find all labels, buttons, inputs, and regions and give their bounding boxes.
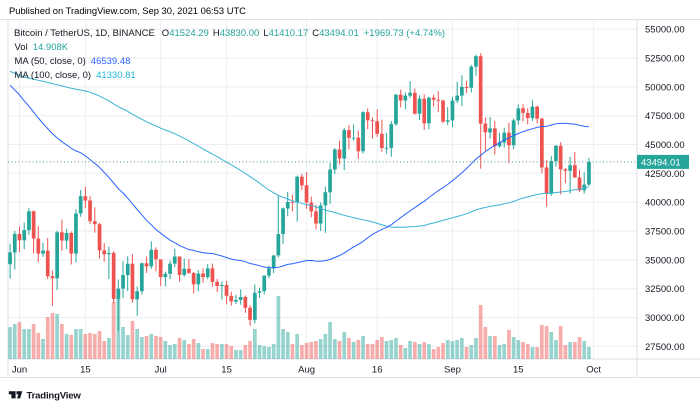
svg-text:Sep: Sep bbox=[444, 365, 461, 376]
svg-text:MA (100, close, 0)41330.81: MA (100, close, 0) 41330.81 bbox=[15, 70, 136, 81]
svg-text:55000.00: 55000.00 bbox=[645, 25, 685, 36]
svg-text:43494.01: 43494.01 bbox=[641, 157, 681, 168]
svg-text:15: 15 bbox=[221, 365, 232, 376]
svg-text:Aug: Aug bbox=[298, 365, 315, 376]
svg-text:Bitcoin / TetherUS, 1D, BINANC: Bitcoin / TetherUS, 1D, BINANCE O41524.29… bbox=[14, 28, 445, 39]
svg-text:Jul: Jul bbox=[155, 365, 167, 376]
svg-text:30000.00: 30000.00 bbox=[645, 313, 685, 324]
svg-text:47500.00: 47500.00 bbox=[645, 111, 685, 122]
svg-text:40000.00: 40000.00 bbox=[645, 198, 685, 209]
svg-text:27500.00: 27500.00 bbox=[645, 342, 685, 353]
svg-text:45000.00: 45000.00 bbox=[645, 140, 685, 151]
svg-text:16: 16 bbox=[372, 365, 383, 376]
svg-text:Published on TradingView.com,: Published on TradingView.com, Sep 30, 20… bbox=[9, 5, 246, 16]
svg-text:MA (50, close, 0)46539.48: MA (50, close, 0) 46539.48 bbox=[15, 56, 131, 67]
svg-text:32500.00: 32500.00 bbox=[645, 284, 685, 295]
svg-text:42500.00: 42500.00 bbox=[645, 169, 685, 180]
svg-text:15: 15 bbox=[513, 365, 524, 376]
svg-text:35000.00: 35000.00 bbox=[645, 255, 685, 266]
svg-text:50000.00: 50000.00 bbox=[645, 82, 685, 93]
svg-text:37500.00: 37500.00 bbox=[645, 227, 685, 238]
svg-text:52500.00: 52500.00 bbox=[645, 54, 685, 65]
svg-text:TradingView: TradingView bbox=[27, 391, 82, 402]
svg-text:15: 15 bbox=[80, 365, 91, 376]
svg-text:Oct: Oct bbox=[586, 365, 601, 376]
svg-text:Jun: Jun bbox=[12, 365, 27, 376]
